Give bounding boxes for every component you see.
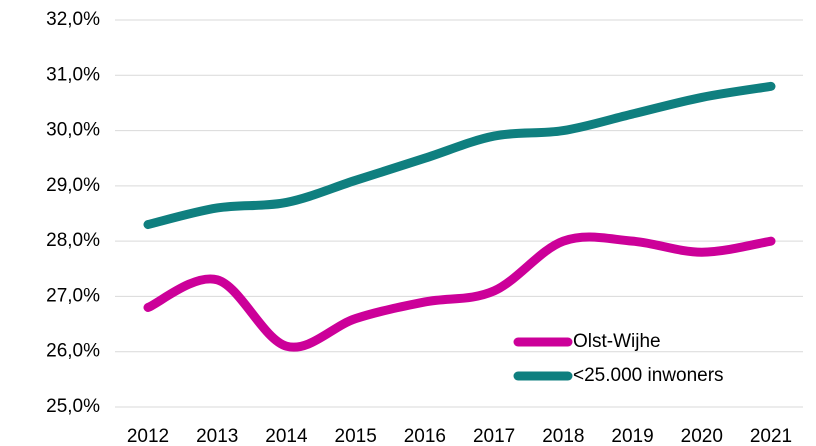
y-tick-label: 28,0% <box>46 230 100 251</box>
y-tick-label: 30,0% <box>46 120 100 141</box>
x-tick-label: 2015 <box>335 426 377 446</box>
x-tick-label: 2013 <box>196 426 238 446</box>
y-tick-label: 31,0% <box>46 64 100 85</box>
x-tick-label: 2019 <box>611 426 653 446</box>
y-tick-label: 26,0% <box>46 341 100 362</box>
legend-label: Olst-Wijhe <box>573 331 661 352</box>
y-tick-label: 27,0% <box>46 285 100 306</box>
x-tick-label: 2012 <box>127 426 169 446</box>
y-tick-label: 29,0% <box>46 175 100 196</box>
y-tick-label: 32,0% <box>46 9 100 30</box>
x-tick-label: 2016 <box>404 426 446 446</box>
x-tick-label: 2017 <box>473 426 515 446</box>
series-line <box>143 232 776 352</box>
x-tick-label: 2018 <box>542 426 584 446</box>
x-tick-label: 2021 <box>750 426 792 446</box>
x-tick-label: 2020 <box>681 426 723 446</box>
x-tick-label: 2014 <box>265 426 308 446</box>
legend-label: <25.000 inwoners <box>573 365 724 386</box>
y-tick-label: 25,0% <box>46 396 100 417</box>
series-line <box>143 81 776 230</box>
